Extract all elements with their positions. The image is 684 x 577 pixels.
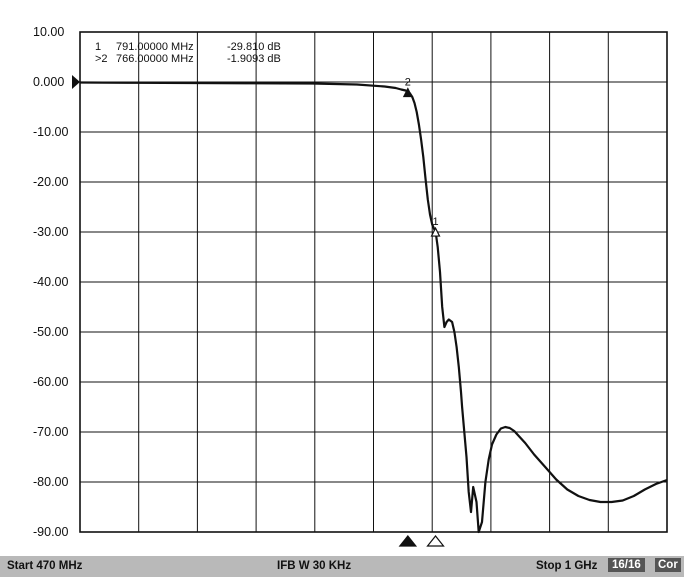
y-tick-label: -20.00 <box>33 175 68 189</box>
y-tick-label: -80.00 <box>33 475 68 489</box>
y-tick-label: 0.000 <box>33 75 64 89</box>
stop-frequency-label: Stop 1 GHz <box>536 560 598 572</box>
marker-readout-frequency: 791.00000 MHz <box>116 41 194 53</box>
marker-on-trace-label: 1 <box>432 216 438 228</box>
marker-readout-id: >2 <box>95 53 108 65</box>
grid <box>79 31 668 533</box>
correction-badge: Cor <box>655 558 681 572</box>
marker-readout-frequency: 766.00000 MHz <box>116 53 194 65</box>
start-frequency-label: Start 470 MHz <box>7 560 83 572</box>
y-tick-label: -70.00 <box>33 425 68 439</box>
y-tick-label: -60.00 <box>33 375 68 389</box>
marker-symbols: 12 <box>398 77 445 547</box>
sweep-count-badge: 16/16 <box>608 558 645 572</box>
y-tick-label: -30.00 <box>33 225 68 239</box>
y-tick-label: -90.00 <box>33 525 68 539</box>
status-bar: Start 470 MHz IFB W 30 KHz Stop 1 GHz 16… <box>0 556 684 577</box>
marker-on-trace <box>402 87 413 98</box>
y-tick-label: 10.00 <box>33 25 64 39</box>
marker-frequency-indicator <box>426 535 445 547</box>
marker-readout-id: 1 <box>95 41 101 53</box>
marker-frequency-indicator <box>398 535 418 547</box>
y-tick-label: -50.00 <box>33 325 68 339</box>
y-tick-label: -10.00 <box>33 125 68 139</box>
marker-readout: 1 791.00000 MHz -29.810 dB >2 766.00000 MHz -… <box>95 41 281 65</box>
y-axis-ticks: 10.00 0.000 -10.00 -20.00 -30.00 -40.00 -50.00… <box>33 25 68 539</box>
marker-readout-value: -1.9093 dB <box>227 53 281 65</box>
marker-on-trace <box>430 226 441 237</box>
marker-on-trace-label: 2 <box>405 77 411 89</box>
y-tick-label: -40.00 <box>33 275 68 289</box>
if-bandwidth-label: IFB W 30 KHz <box>277 560 352 572</box>
marker-readout-value: -29.810 dB <box>227 41 281 53</box>
reference-level-pointer <box>72 75 80 89</box>
